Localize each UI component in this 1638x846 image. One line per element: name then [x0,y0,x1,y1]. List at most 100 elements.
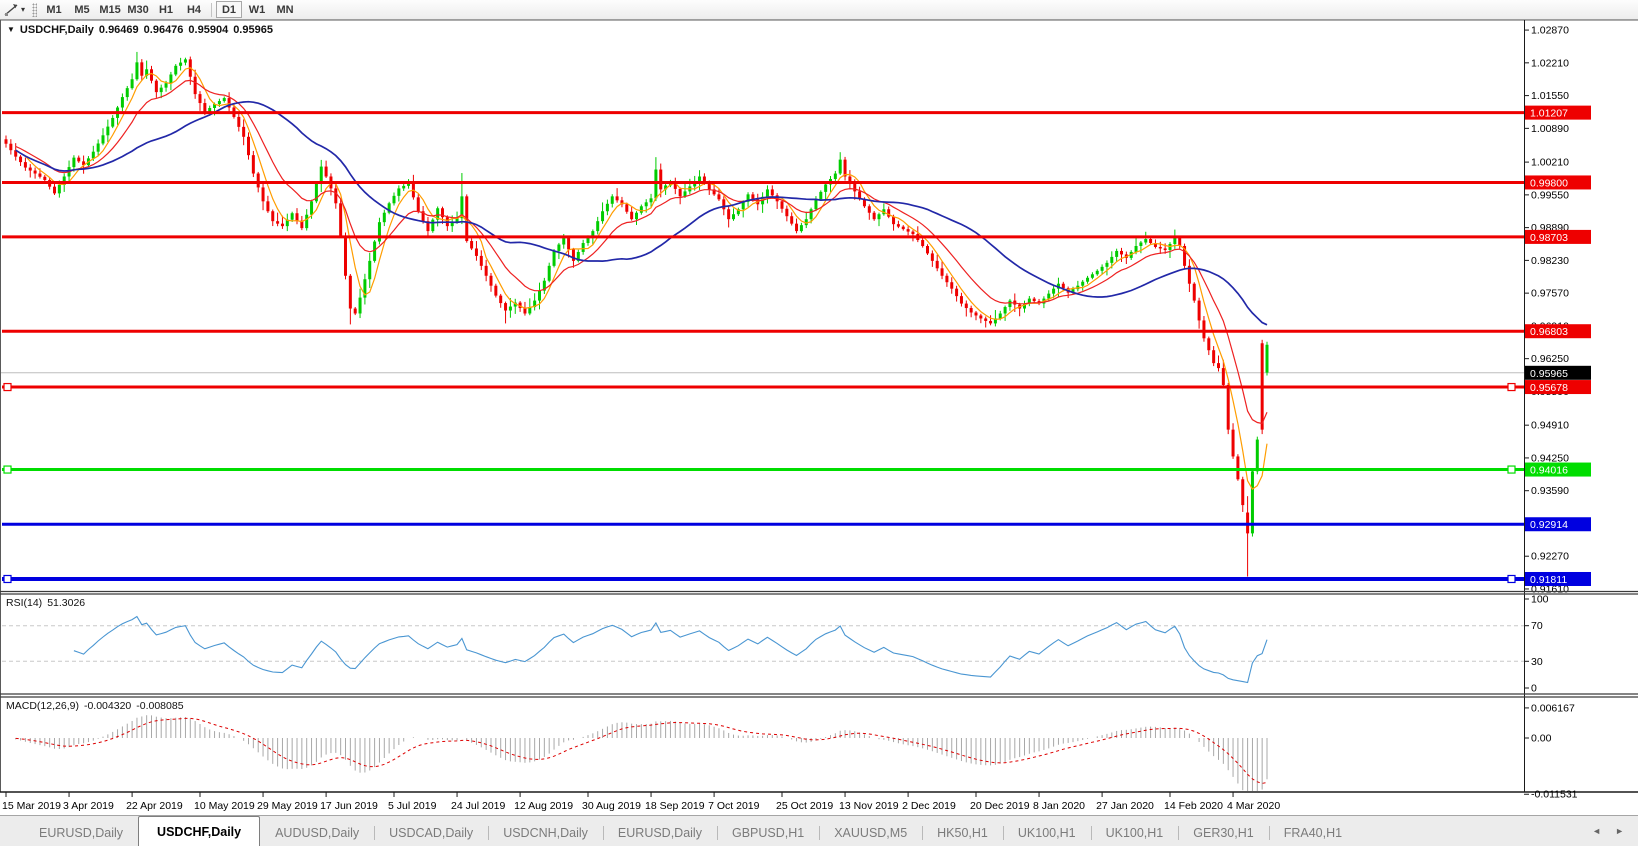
candle-body [610,196,614,204]
date-tick-label[interactable]: 13 Nov 2019 [839,800,899,812]
chart-tab-ger30-h1[interactable]: GER30,H1 [1178,820,1268,846]
candle-body [746,194,750,202]
candle-body [1047,293,1051,299]
candle-body [130,79,134,89]
timeframe-button-mn[interactable]: MN [276,3,294,16]
date-tick-label[interactable]: 5 Jul 2019 [388,800,437,812]
price-badge [1525,462,1591,477]
level-handle-right[interactable] [1507,574,1516,584]
date-tick-label[interactable]: 2 Dec 2019 [902,800,956,812]
timeframe-button-m15[interactable]: M15 [99,3,121,16]
date-tick-label[interactable]: 25 Oct 2019 [776,800,833,812]
chart-line-tool-icon [4,3,18,16]
candle-body [717,194,721,200]
candle-body [848,176,852,184]
rsi-axis-label: 70 [1531,620,1543,632]
timeframe-button-w1[interactable]: W1 [248,3,266,16]
chart-tab-xauusd-m5[interactable]: XAUUSD,M5 [819,820,922,846]
candle-body [586,237,590,244]
timeframe-button-m5[interactable]: M5 [74,3,90,16]
candle-body [1202,320,1206,339]
chart-tab-uk100-h1[interactable]: UK100,H1 [1090,820,1179,846]
chart-title: ▼ USDCHF,Daily 0.96469 0.96476 0.95904 0.9596… [7,24,273,36]
price-badge [1525,571,1591,586]
level-handle-left[interactable] [3,382,12,392]
candle-body [596,221,600,232]
chart-tab-usdcnh-daily[interactable]: USDCNH,Daily [488,820,603,846]
tab-scroll-left-icon[interactable]: ◄ [1592,826,1602,836]
price-tick-label: 0.91610 [1531,583,1569,595]
price-badge-label: 0.92914 [1530,519,1568,531]
macd-panel: 0.006167 0.00 -0.011531 [15,702,1578,801]
chart-tab-fra40-h1[interactable]: FRA40,H1 [1268,820,1357,846]
candle-body [945,275,949,283]
level-handle-right[interactable] [1507,382,1516,392]
date-tick-label[interactable]: 24 Jul 2019 [451,800,505,812]
fast-ma-line [15,67,1268,490]
timeframe-button-h1[interactable]: H1 [158,3,174,16]
candle-body [504,303,508,311]
price-badge [1525,105,1591,120]
chart-tab-gbpusd-h1[interactable]: GBPUSD,H1 [716,820,819,846]
date-tick-label[interactable]: 30 Aug 2019 [582,800,641,812]
date-tick-label[interactable]: 22 Apr 2019 [126,800,183,812]
candle-body [227,98,231,108]
candle-body [795,223,799,232]
level-handle-right[interactable] [1507,465,1516,474]
date-tick-label[interactable]: 15 Mar 2019 [2,800,61,812]
candle-body [179,62,183,66]
toolbar-grip[interactable] [32,2,38,17]
price-badge-label: 0.99800 [1530,177,1568,189]
candle-body [542,280,546,291]
date-tick-label[interactable]: 7 Oct 2019 [708,800,760,812]
date-tick-label[interactable]: 14 Feb 2020 [1164,800,1223,812]
chart-tab-usdcad-daily[interactable]: USDCAD,Daily [374,820,488,846]
chart-tool-button[interactable]: ▾ [0,0,29,19]
timeframe-button-h4[interactable]: H4 [186,3,202,16]
candle-body [518,302,522,309]
date-tick-label[interactable]: 10 May 2019 [194,800,255,812]
chart-tab-uk100-h1[interactable]: UK100,H1 [1002,820,1091,846]
timeframe-button-m1[interactable]: M1 [46,3,62,16]
candle-body [824,184,828,192]
candle-body [1250,471,1254,534]
date-tick-label[interactable]: 29 May 2019 [257,800,318,812]
candle-body [266,201,270,212]
tab-scroll-right-icon[interactable]: ► [1615,826,1624,836]
candle-body [673,181,677,189]
symbol-dropdown-icon[interactable]: ▼ [7,25,15,34]
candle-body [765,189,769,197]
slow-ma-line [15,100,1268,326]
price-badges: 1.01207 0.99800 0.98703 0.96803 0.95678 0.940… [1525,105,1591,586]
chart-canvas[interactable]: 1.02870 1.02210 1.01550 1.00890 1.00210 0.995… [0,0,1638,815]
date-tick-label[interactable]: 4 Mar 2020 [1227,800,1280,812]
timeframe-button-m30[interactable]: M30 [127,3,149,16]
candle-body [921,240,925,246]
candle-body [707,182,711,190]
level-handle-left[interactable] [3,574,12,584]
candle-body [906,229,910,232]
price-badge [1525,517,1591,532]
date-tick-label[interactable]: 3 Apr 2019 [63,800,114,812]
date-tick-label[interactable]: 12 Aug 2019 [514,800,573,812]
chart-tab-eurusd-daily[interactable]: EURUSD,Daily [39,826,124,840]
candle-body [741,201,745,210]
date-tick-label[interactable]: 20 Dec 2019 [970,800,1030,812]
chart-tab-audusd-daily[interactable]: AUDUSD,Daily [275,826,360,840]
candle-body [926,245,929,254]
level-handle-left[interactable] [3,465,12,474]
candle-body [217,101,221,105]
candle-body [872,212,876,220]
timeframe-button-d1[interactable]: D1 [216,1,243,18]
chart-tab-usdchf-daily[interactable]: USDCHF,Daily [138,816,261,846]
candle-body [508,306,512,311]
candle-body [727,209,731,220]
date-tick-label[interactable]: 18 Sep 2019 [645,800,705,812]
chart-tab-eurusd-daily[interactable]: EURUSD,Daily [602,820,717,846]
date-tick-label[interactable]: 27 Jan 2020 [1096,800,1154,812]
chart-tab-hk50-h1[interactable]: HK50,H1 [922,820,1003,846]
candle-body [193,76,197,95]
date-tick-label[interactable]: 17 Jun 2019 [320,800,378,812]
date-tick-label[interactable]: 8 Jan 2020 [1033,800,1085,812]
